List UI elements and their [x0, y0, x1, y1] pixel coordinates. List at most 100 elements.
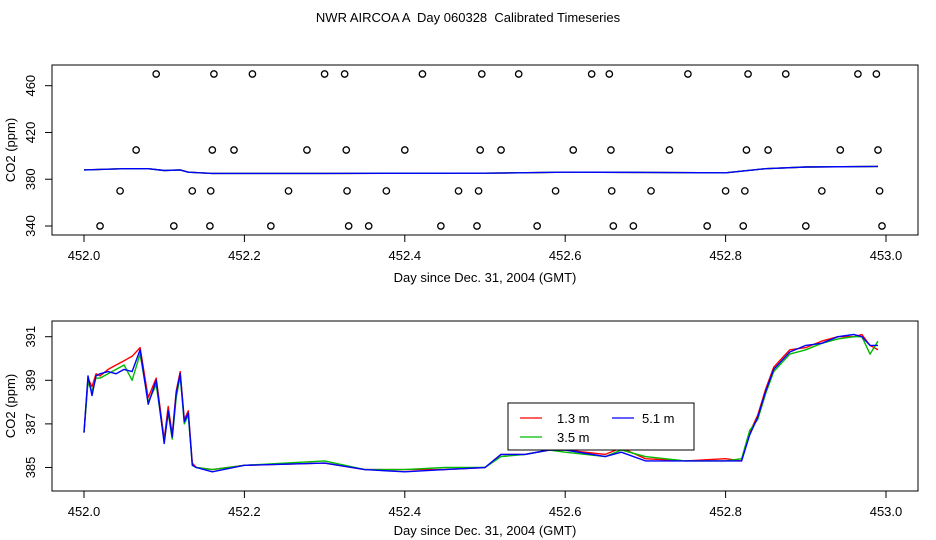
- bottom-x-tick-label: 452.8: [709, 504, 742, 519]
- scatter-point: [801, 222, 810, 230]
- scatter-point: [230, 146, 238, 154]
- scatter-point: [551, 187, 560, 195]
- bottom-y-axis-label: CO2 (ppm): [3, 374, 18, 438]
- scatter-point: [320, 70, 329, 78]
- bottom-y-tick-label: 387: [23, 413, 38, 435]
- scatter-point: [418, 70, 427, 78]
- scatter-point: [878, 222, 886, 230]
- scatter-point: [742, 146, 751, 154]
- bottom-series-line-1: [83, 333, 879, 471]
- scatter-point: [267, 222, 275, 230]
- top-panel: 452.0 452.2 452.4 452.6 452.8 453.0 340 380 420 4…: [3, 64, 919, 285]
- top-series-line-3: [83, 165, 879, 175]
- scatter-point: [647, 187, 655, 195]
- top-y-tick-label: 420: [23, 122, 38, 144]
- scatter-point: [605, 70, 614, 78]
- scatter-point: [744, 70, 752, 78]
- bottom-y-tick-label: 385: [23, 457, 38, 479]
- scatter-point: [854, 70, 862, 78]
- scatter-point: [740, 187, 749, 195]
- top-x-tick-label: 452.4: [389, 248, 422, 263]
- top-x-tick-label: 452.2: [228, 248, 261, 263]
- legend-label-1: 1.3 m: [557, 411, 590, 426]
- scatter-point: [437, 222, 445, 230]
- bottom-y-tick-label: 389: [23, 369, 38, 391]
- page-title: NWR AIRCOA A Day 060328 Calibrated Times…: [316, 10, 621, 25]
- top-y-tick-label: 460: [23, 75, 38, 97]
- scatter-point: [569, 146, 578, 154]
- scatter-point: [476, 146, 485, 154]
- scatter-point: [169, 222, 178, 230]
- scatter-point: [343, 187, 351, 195]
- scatter-point: [665, 146, 674, 154]
- legend-label-2: 3.5 m: [557, 430, 590, 445]
- scatter-point: [533, 222, 541, 230]
- scatter-point: [874, 146, 882, 154]
- scatter-point: [739, 222, 748, 230]
- scatter-point: [721, 187, 730, 195]
- bottom-x-tick-label: 452.2: [228, 504, 261, 519]
- bottom-series-line-2: [83, 336, 879, 471]
- scatter-point: [514, 70, 523, 78]
- scatter-point: [340, 70, 349, 78]
- top-y-tick-label: 380: [23, 168, 38, 190]
- scatter-point: [454, 187, 463, 195]
- scatter-point: [587, 70, 596, 78]
- bottom-x-tick-label: 453.0: [870, 504, 903, 519]
- bottom-tick-group: 452.0 452.2 452.4 452.6 452.8 453.0 385 387 389 3…: [23, 326, 902, 519]
- scatter-point: [188, 187, 197, 195]
- scatter-point: [132, 146, 140, 154]
- scatter-point: [703, 222, 712, 230]
- top-y-tick-label: 340: [23, 215, 38, 237]
- scatter-point: [116, 187, 124, 195]
- scatter-point: [96, 222, 104, 230]
- top-x-tick-label: 452.8: [709, 248, 742, 263]
- scatter-point: [474, 187, 483, 195]
- scatter-point: [497, 146, 505, 154]
- scatter-point: [875, 187, 884, 195]
- top-x-tick-label: 452.0: [68, 248, 101, 263]
- scatter-point: [303, 146, 311, 154]
- scatter-point: [364, 222, 373, 230]
- bottom-x-axis-label: Day since Dec. 31, 2004 (GMT): [394, 523, 577, 538]
- top-x-tick-label: 452.6: [549, 248, 582, 263]
- scatter-point: [836, 146, 845, 154]
- bottom-panel: 452.0 452.2 452.4 452.6 452.8 453.0 385 387 389 3…: [3, 320, 919, 538]
- bottom-x-tick-label: 452.4: [389, 504, 422, 519]
- scatter-point: [342, 146, 351, 154]
- scatter-point: [400, 146, 409, 154]
- bottom-series-line-3: [83, 333, 878, 473]
- bottom-x-tick-label: 452.6: [549, 504, 582, 519]
- top-y-axis-label: CO2 (ppm): [3, 118, 18, 182]
- scatter-point: [344, 222, 353, 230]
- scatter-point: [817, 187, 826, 195]
- top-x-axis-label: Day since Dec. 31, 2004 (GMT): [394, 270, 577, 285]
- top-line-group: [83, 165, 879, 175]
- scatter-point: [382, 187, 391, 195]
- bottom-x-tick-label: 452.0: [68, 504, 101, 519]
- legend-box: [507, 402, 695, 451]
- scatter-point: [206, 187, 215, 195]
- scatter-point: [152, 70, 161, 78]
- scatter-point: [629, 222, 638, 230]
- bottom-y-tick-label: 391: [23, 326, 38, 348]
- scatter-point: [477, 70, 486, 78]
- scatter-point: [607, 146, 615, 154]
- scatter-point: [607, 187, 616, 195]
- top-tick-group: 452.0 452.2 452.4 452.6 452.8 453.0 340 380 420 4…: [23, 75, 902, 263]
- scatter-point: [248, 70, 257, 78]
- bottom-line-group: [83, 333, 879, 473]
- scatter-point: [210, 70, 218, 78]
- top-plot-frame: [51, 64, 919, 236]
- scatter-point: [684, 70, 692, 78]
- legend-label-3: 5.1 m: [642, 411, 675, 426]
- scatter-point: [208, 146, 217, 154]
- scatter-point: [206, 222, 214, 230]
- scatter-point: [609, 222, 618, 230]
- scatter-point: [764, 146, 772, 154]
- scatter-point: [284, 187, 293, 195]
- top-x-tick-label: 453.0: [870, 248, 903, 263]
- scatter-point: [473, 222, 481, 230]
- scatter-point: [781, 70, 790, 78]
